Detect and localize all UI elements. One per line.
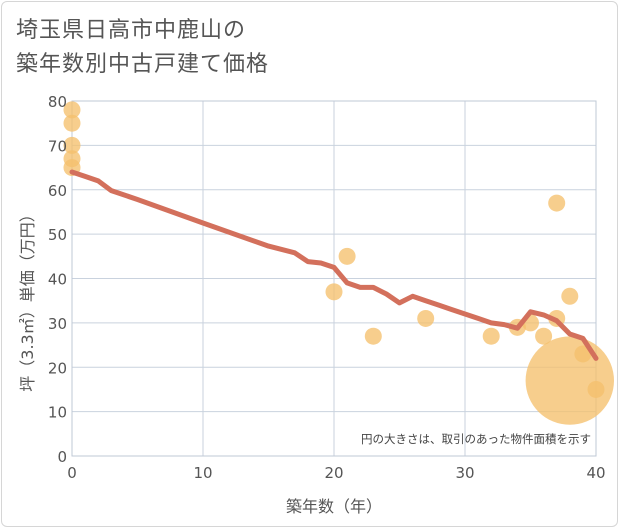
tick-labels: 0 10 20 30 40 50 60 70 80 0 10 20 30 40 [48,93,606,482]
y-tick-label: 70 [48,137,67,155]
x-tick-label: 40 [586,464,605,482]
data-point [548,194,566,212]
data-point [525,336,614,425]
data-point [338,247,356,265]
title-line-1: 埼玉県日高市中鹿山の [16,18,247,43]
y-tick-label: 50 [48,226,67,244]
size-legend-note: 円の大きさは、取引のあった物件面積を示す [361,432,591,446]
plot-frame [71,100,597,457]
data-point [63,114,81,132]
data-point [535,327,553,345]
y-tick-label: 20 [48,359,67,377]
data-point [63,136,81,154]
data-point [574,345,592,363]
y-axis-title: 坪（3.3㎡）単価（万円） [18,206,37,391]
grid-lines [71,100,597,457]
x-tick-label: 0 [67,464,77,482]
y-tick-label: 0 [57,448,67,466]
data-point [482,327,500,345]
data-point [417,309,435,327]
chart-title: 埼玉県日高市中鹿山の 築年数別中古戸建て価格 [16,14,269,82]
x-tick-label: 10 [193,464,212,482]
x-tick-label: 30 [455,464,474,482]
y-tick-label: 40 [48,271,67,289]
data-points [63,101,614,425]
y-tick-label: 10 [48,404,67,422]
y-tick-label: 30 [48,315,67,333]
data-point [325,283,343,301]
data-point [364,327,382,345]
trend-line [69,169,599,361]
x-axis-title: 築年数（年） [286,497,382,516]
x-tick-label: 20 [324,464,343,482]
y-tick-label: 80 [48,93,67,111]
data-point [561,287,579,305]
y-tick-label: 60 [48,182,67,200]
data-point [63,101,81,119]
data-point [587,380,605,398]
title-line-2: 築年数別中古戸建て価格 [16,52,270,77]
